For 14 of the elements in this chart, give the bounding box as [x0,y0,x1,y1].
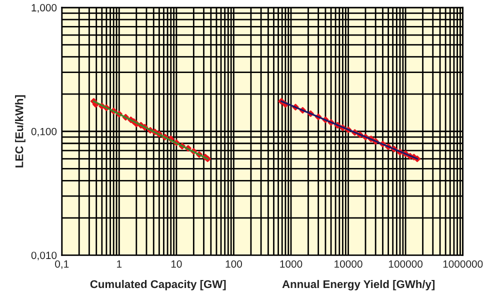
x-tick-label: 1000000 [443,260,483,268]
x-axis-title: Cumulated Capacity [GW] [90,280,226,290]
x-tick-label: 1000 [280,260,302,268]
x-tick-label: 100000 [388,260,423,268]
x-tick-label: 10000 [334,260,362,268]
text: Annual Energy Yield [GWh/y] [282,280,435,290]
x-tick-label: 0,1 [55,260,69,269]
y-axis-title: LEC [Eu/kWh] [15,95,26,168]
y-tick-label: 1,000 [32,4,57,13]
x-tick-label: 10 [171,260,182,268]
y-tick-label: 0,100 [31,128,57,136]
y-tick-label: 0,010 [31,252,57,260]
x-tick-label: 100 [226,260,242,268]
x-tick-label: 1 [117,260,122,268]
